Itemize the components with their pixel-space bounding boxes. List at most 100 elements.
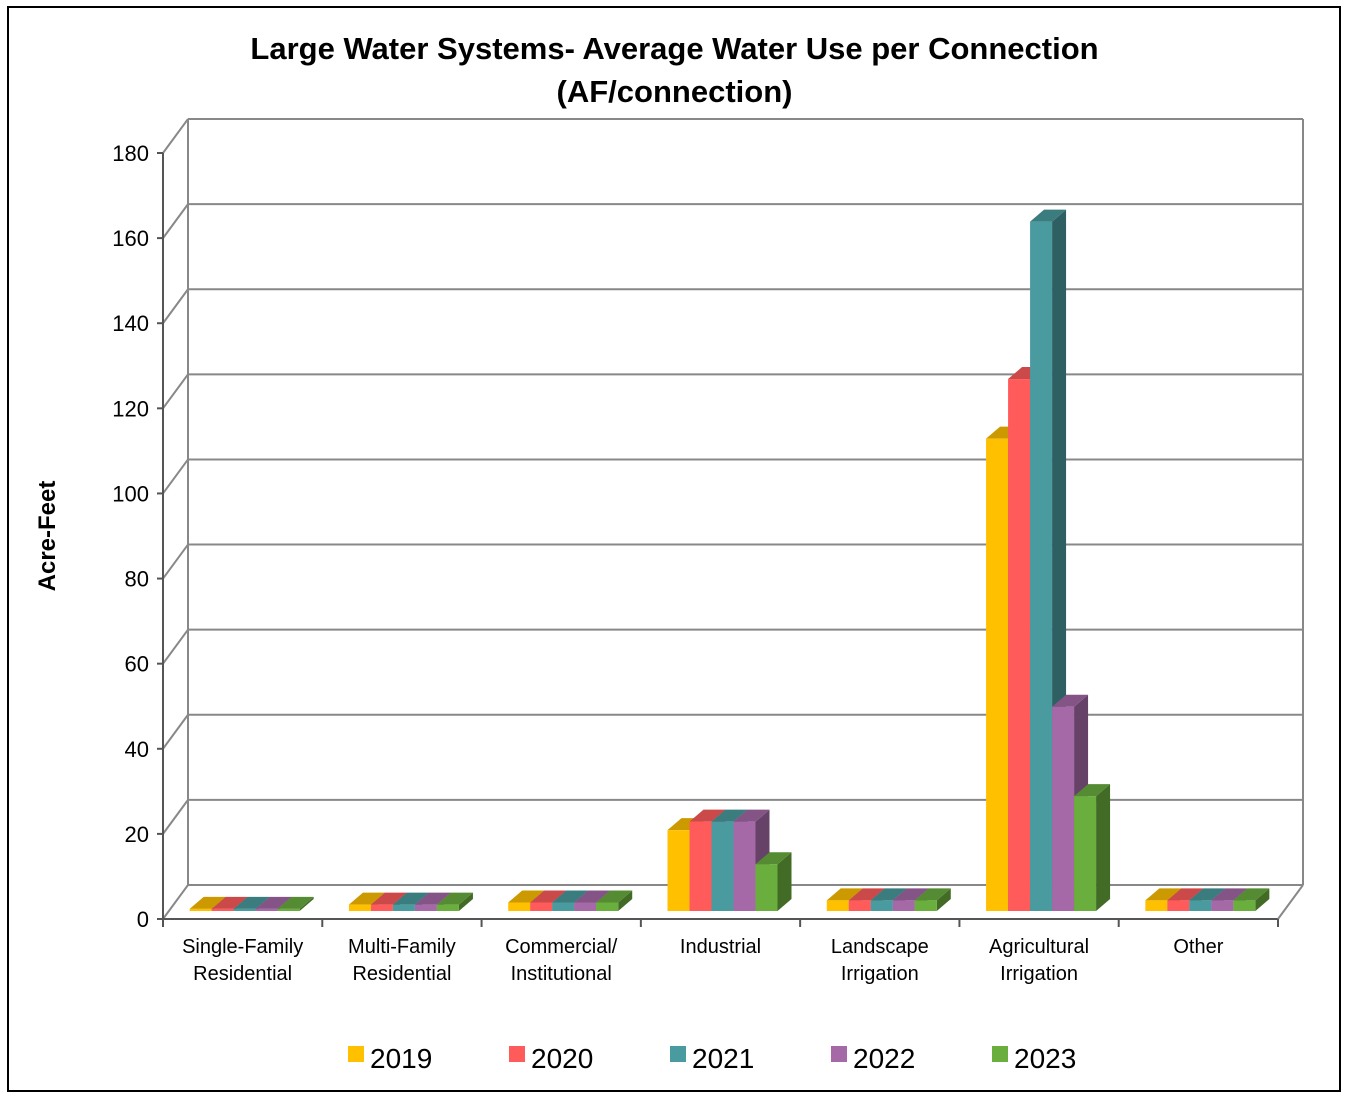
- legend-swatch: [670, 1046, 686, 1062]
- y-tick-label: 180: [112, 141, 149, 166]
- bar-top: [1074, 784, 1111, 797]
- bar-side: [1255, 888, 1270, 911]
- gridline-side: [162, 288, 189, 324]
- y-tick-label: 140: [112, 311, 149, 336]
- y-tick-label: 120: [112, 396, 149, 421]
- legend-label: 2022: [853, 1043, 915, 1074]
- legend-swatch: [831, 1046, 847, 1062]
- bar-2022: [1211, 900, 1234, 911]
- bar-2023: [436, 904, 459, 911]
- bar-2023: [1074, 796, 1097, 911]
- y-tick-label: 0: [137, 907, 149, 932]
- y-tick-label: 60: [125, 652, 149, 677]
- bar-top: [552, 890, 589, 903]
- bar-2019: [508, 902, 531, 911]
- gridline-side: [162, 118, 189, 154]
- x-tick-label: Residential: [352, 963, 451, 985]
- bar-top: [1189, 888, 1226, 901]
- bar-side: [458, 892, 473, 911]
- legend-label: 2019: [370, 1043, 432, 1074]
- bar-top: [689, 809, 726, 822]
- legend-label: 2021: [692, 1043, 754, 1074]
- bar-top: [574, 890, 611, 903]
- gridline-side: [162, 884, 189, 920]
- x-tick-label: Industrial: [680, 936, 761, 958]
- bar-side: [299, 896, 314, 911]
- x-tick-label: Irrigation: [841, 963, 919, 985]
- bar-top: [370, 892, 407, 905]
- bar-top: [1145, 888, 1182, 901]
- bar-2021: [1030, 221, 1053, 912]
- bar-2022: [892, 900, 915, 911]
- gridline-side: [162, 629, 189, 665]
- bar-2022: [255, 908, 278, 911]
- bar-top: [848, 888, 885, 901]
- x-tick-label: Multi-Family: [348, 936, 456, 958]
- bar-top: [826, 888, 863, 901]
- bar-2021: [1189, 900, 1212, 911]
- y-tick-label: 160: [112, 226, 149, 251]
- bar-2019: [986, 438, 1009, 911]
- legend-label: 2020: [531, 1043, 593, 1074]
- bar-top: [892, 888, 929, 901]
- y-tick-label: 40: [125, 737, 149, 762]
- x-tick-label: Institutional: [511, 963, 612, 985]
- chart-title: Large Water Systems- Average Water Use p…: [250, 31, 1099, 66]
- x-tick-label: Agricultural: [989, 936, 1089, 958]
- bar-2020: [530, 902, 553, 911]
- x-tick-label: Landscape: [831, 936, 929, 958]
- x-tick-label: Residential: [193, 963, 292, 985]
- bar-top: [1211, 888, 1248, 901]
- bar-top: [211, 896, 248, 909]
- bar-2021: [870, 900, 893, 911]
- legend-label: 2023: [1014, 1043, 1076, 1074]
- bar-2022: [1052, 706, 1075, 911]
- bar-2023: [755, 864, 778, 911]
- x-tick-label: Irrigation: [1000, 963, 1078, 985]
- bar-top: [755, 852, 792, 865]
- bar-top: [189, 896, 226, 909]
- bar-2020: [1008, 379, 1031, 911]
- gridline-side: [162, 458, 189, 495]
- legend-swatch: [348, 1046, 364, 1062]
- bar-2019: [189, 908, 212, 911]
- x-tick-label: Single-Family: [182, 936, 303, 958]
- floor-right-edge: [1277, 884, 1304, 920]
- bar-side: [936, 888, 951, 911]
- bar-top: [348, 892, 385, 905]
- bar-top: [1167, 888, 1204, 901]
- bar-top: [1233, 888, 1270, 901]
- gridline-side: [162, 373, 189, 409]
- bar-top: [596, 890, 633, 903]
- bar-2022: [414, 904, 437, 911]
- bar-top: [414, 892, 451, 905]
- bar-2019: [1145, 900, 1168, 911]
- bar-top: [914, 888, 951, 901]
- bar-top: [508, 890, 545, 903]
- bar-2022: [574, 902, 597, 911]
- y-tick-label: 100: [112, 481, 149, 506]
- bar-2021: [392, 904, 415, 911]
- x-tick-label: Other: [1173, 936, 1223, 958]
- y-tick-label: 20: [125, 822, 149, 847]
- bar-2021: [711, 821, 734, 911]
- bar-top: [870, 888, 907, 901]
- bar-2020: [689, 821, 712, 911]
- chart-subtitle: (AF/connection): [556, 74, 793, 109]
- x-tick-label: Commercial/: [505, 936, 618, 958]
- legend-swatch: [509, 1046, 525, 1062]
- bar-top: [1030, 209, 1067, 222]
- gridline-side: [162, 799, 189, 835]
- gridline-side: [162, 714, 189, 750]
- bar-top: [255, 896, 292, 909]
- bar-2020: [211, 908, 234, 911]
- bar-top: [233, 896, 270, 909]
- bar-2023: [914, 900, 937, 911]
- bar-2019: [348, 904, 371, 911]
- bar-top: [277, 896, 314, 909]
- bar-side: [1096, 784, 1111, 911]
- bar-2020: [1167, 900, 1190, 911]
- gridline-side: [162, 543, 189, 580]
- bar-top: [711, 809, 748, 822]
- bar-2019: [667, 830, 690, 911]
